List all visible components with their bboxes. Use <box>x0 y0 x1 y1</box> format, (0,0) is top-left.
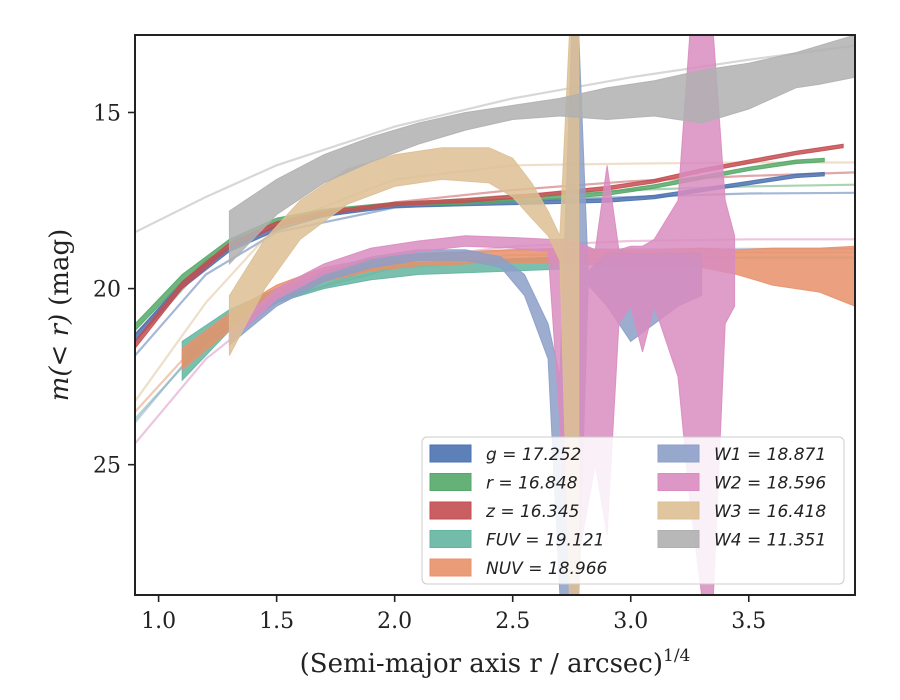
x-axis-ticks: 1.0 1.5 2.0 2.5 3.0 3.5 <box>141 595 766 634</box>
legend-swatch-r-16-848 <box>429 473 472 491</box>
legend-swatch-fuv-19-121 <box>429 530 472 548</box>
legend-swatch-w3-16-418 <box>657 501 700 520</box>
legend-label-w2-18-596: W2 = 18.596 <box>714 474 826 494</box>
legend-swatch-nuv-18-966 <box>429 558 472 577</box>
legend-label-nuv-18-966: NUV = 18.966 <box>486 559 608 579</box>
y-tick-label: 20 <box>93 278 121 303</box>
legend: g = 17.252 r = 16.848 z = 16.345 FUV = 19.1… <box>421 436 845 585</box>
legend-swatch-w4-11-351 <box>657 530 700 548</box>
x-axis-label: (Semi-major axis r / arcsec)1/4 <box>300 646 691 679</box>
x-tick-label: 2.5 <box>495 609 530 634</box>
legend-label-w3-16-418: W3 = 16.418 <box>714 502 826 522</box>
y-axis-label: m(< r)(mag) <box>45 229 75 402</box>
legend-box <box>421 436 845 585</box>
x-tick-label: 1.5 <box>259 609 294 634</box>
legend-swatch-g-17-252 <box>429 444 472 463</box>
series-9-model-line <box>135 44 855 234</box>
x-tick-label: 2.0 <box>377 609 412 634</box>
legend-label-w1-18-871: W1 = 18.871 <box>714 445 826 465</box>
y-tick-label: 15 <box>93 101 121 126</box>
legend-label-r-16-848: r = 16.848 <box>486 474 578 494</box>
series-8-band <box>228 35 580 595</box>
legend-swatch-w1-18-871 <box>657 444 700 463</box>
y-axis-ticks: 15 20 25 <box>93 101 135 479</box>
x-tick-label: 1.0 <box>141 609 176 634</box>
series-9-band <box>228 35 855 266</box>
legend-label-fuv-19-121: FUV = 19.121 <box>486 531 604 551</box>
x-tick-label: 3.5 <box>731 609 766 634</box>
legend-swatch-w2-18-596 <box>657 473 700 491</box>
plot-frame <box>134 34 856 596</box>
legend-swatch-z-16-345 <box>429 501 472 520</box>
x-tick-label: 3.0 <box>613 609 648 634</box>
legend-label-w4-11-351: W4 = 11.351 <box>714 531 826 551</box>
legend-label-g-17-252: g = 17.252 <box>486 445 581 465</box>
legend-label-z-16-345: z = 16.345 <box>485 502 579 522</box>
y-tick-label: 25 <box>93 454 121 479</box>
